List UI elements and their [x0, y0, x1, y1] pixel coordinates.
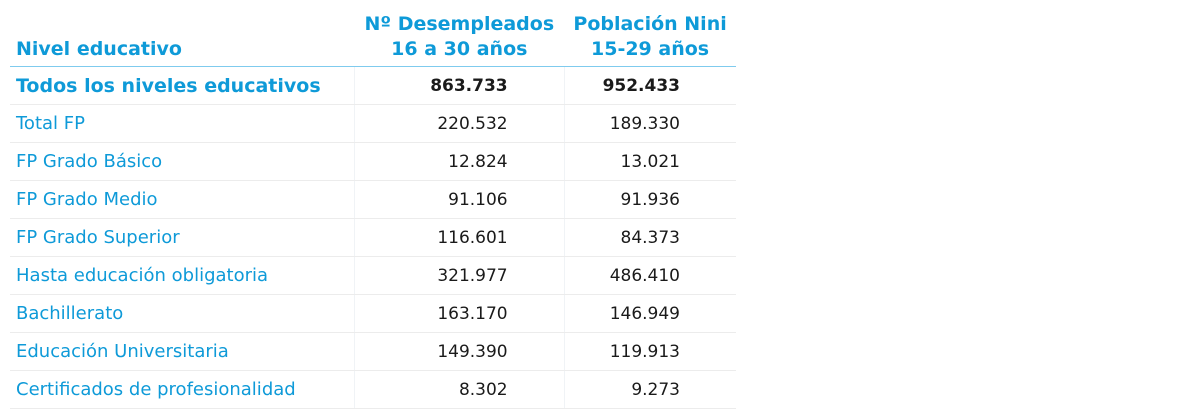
- row-label: FP Grado Superior: [10, 218, 355, 257]
- nini-value: 189.330: [563, 104, 736, 143]
- header-row: Nivel educativo Nº Desempleados 16 a 30 a…: [10, 12, 736, 67]
- row-label: Certificados de profesionalidad: [10, 370, 355, 409]
- table-row: FP Grado Básico 12.824 13.021: [10, 142, 736, 181]
- desempleados-value: 12.824: [354, 142, 565, 181]
- desempleados-value: 321.977: [354, 256, 565, 295]
- nini-value: 952.433: [563, 66, 736, 105]
- header-desempleados-line2: 16 a 30 años: [391, 38, 528, 60]
- row-label: FP Grado Básico: [10, 142, 355, 181]
- desempleados-value: 116.601: [354, 218, 565, 257]
- nini-value: 486.410: [563, 256, 736, 295]
- header-nini-line2: 15-29 años: [591, 38, 710, 60]
- row-label: Total FP: [10, 104, 355, 143]
- nini-value: 91.936: [563, 180, 736, 219]
- desempleados-value: 149.390: [354, 332, 565, 371]
- row-label: Hasta educación obligatoria: [10, 256, 355, 295]
- nini-value: 146.949: [563, 294, 736, 333]
- table-row: Total FP 220.532 189.330: [10, 104, 736, 143]
- header-desempleados-line1: Nº Desempleados: [364, 13, 555, 35]
- row-label: Bachillerato: [10, 294, 355, 333]
- table-row: FP Grado Superior 116.601 84.373: [10, 218, 736, 257]
- education-unemployment-table: Nivel educativo Nº Desempleados 16 a 30 a…: [10, 12, 736, 409]
- row-label: FP Grado Medio: [10, 180, 355, 219]
- row-label: Todos los niveles educativos: [10, 66, 355, 105]
- desempleados-value: 863.733: [354, 66, 565, 105]
- desempleados-value: 8.302: [354, 370, 565, 409]
- desempleados-value: 163.170: [354, 294, 565, 333]
- header-nini-line1: Población Nini: [573, 13, 727, 35]
- header-nivel-educativo: Nivel educativo: [10, 12, 355, 67]
- nini-value: 13.021: [563, 142, 736, 181]
- table-row: Bachillerato 163.170 146.949: [10, 294, 736, 333]
- desempleados-value: 220.532: [354, 104, 565, 143]
- nini-value: 84.373: [563, 218, 736, 257]
- nini-value: 119.913: [563, 332, 736, 371]
- desempleados-value: 91.106: [354, 180, 565, 219]
- table-row: Todos los niveles educativos 863.733 952.4…: [10, 66, 736, 105]
- header-nini: Población Nini 15-29 años: [564, 12, 736, 67]
- row-label: Educación Universitaria: [10, 332, 355, 371]
- header-desempleados: Nº Desempleados 16 a 30 años: [354, 12, 565, 67]
- table-row: Educación Universitaria 149.390 119.913: [10, 332, 736, 371]
- table-row: Hasta educación obligatoria 321.977 486.41…: [10, 256, 736, 295]
- table-row: Certificados de profesionalidad 8.302 9.27…: [10, 370, 736, 409]
- table-row: FP Grado Medio 91.106 91.936: [10, 180, 736, 219]
- nini-value: 9.273: [563, 370, 736, 409]
